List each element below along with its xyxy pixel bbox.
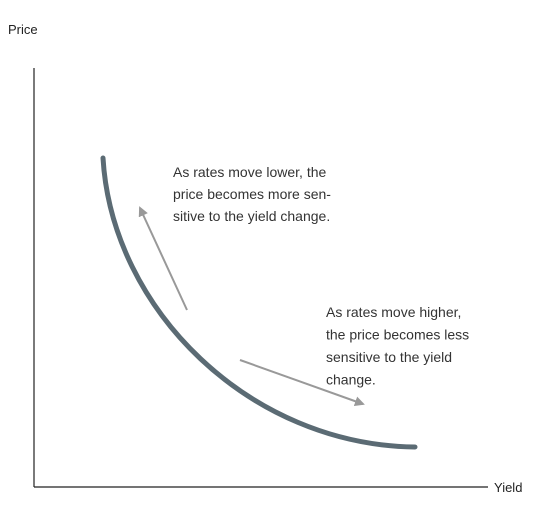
annotation-line: sensitive to the yield — [326, 349, 452, 365]
annotation-line: As rates move lower, the — [173, 164, 327, 180]
arrow-higher — [239, 359, 365, 407]
annotation-line: sitive to the yield change. — [173, 208, 330, 224]
y-axis-label: Price — [8, 22, 38, 37]
arrow-lower — [138, 206, 188, 311]
annotation-line: As rates move higher, — [326, 304, 461, 320]
annotation-line: the price becomes less — [326, 327, 469, 343]
price-yield-curve — [100, 155, 418, 450]
annotation-line: price becomes more sen- — [173, 186, 331, 202]
annotations: As rates move lower, the price becomes mo… — [173, 164, 469, 388]
x-axis-label: Yield — [494, 480, 522, 495]
annotation-line: change. — [326, 372, 376, 388]
